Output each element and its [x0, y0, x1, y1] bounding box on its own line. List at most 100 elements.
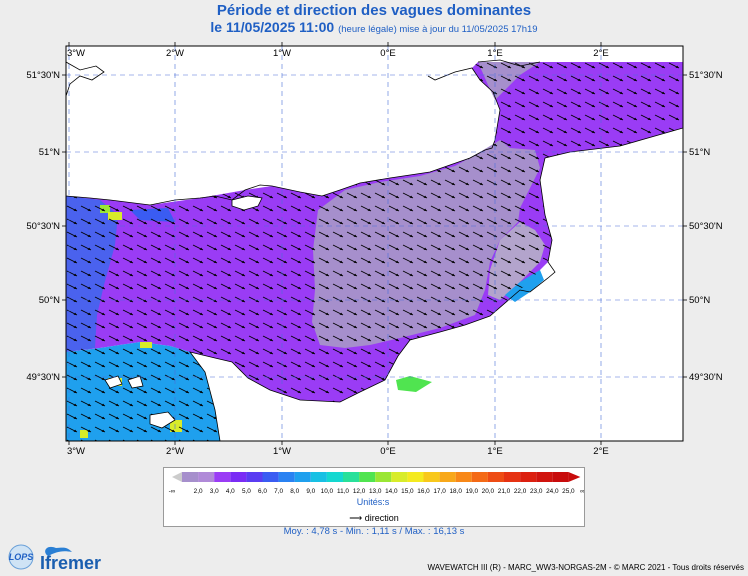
lat-label-left-2: 50°30'N	[26, 221, 60, 232]
color-swatch	[182, 472, 199, 482]
lon-label-bottom-4: 1°E	[487, 446, 502, 457]
english-coast	[66, 67, 501, 206]
color-swatch	[310, 472, 327, 482]
copyright-footer: WAVEWATCH III (R) - MARC_WW3-NORGAS-2M -…	[427, 563, 744, 572]
color-scale-tick-label: 25,0	[562, 488, 575, 495]
lat-label-left-0: 51°30'N	[26, 70, 60, 81]
color-scale-tick-label: 14,0	[385, 488, 398, 495]
color-scale-tick-label: 15,0	[401, 488, 414, 495]
color-swatch	[487, 472, 504, 482]
thames-coast	[477, 59, 541, 67]
lat-label-right-1: 51°N	[689, 147, 710, 158]
color-swatch	[471, 472, 488, 482]
color-scale-min-label: -∞	[169, 488, 176, 495]
graticule	[66, 46, 683, 441]
devon-headland	[66, 61, 105, 97]
color-scale-tick-label: 6,0	[258, 488, 267, 495]
color-scale-tick-label: 19,0	[466, 488, 479, 495]
color-scale-tick-label: 3,0	[210, 488, 219, 495]
direction-label: direction	[364, 513, 399, 523]
lat-label-right-2: 50°30'N	[689, 221, 723, 232]
statistics: Moy. : 4,78 s - Min. : 1,11 s / Max. : 1…	[283, 526, 465, 537]
color-scale-tick-label: 18,0	[449, 488, 462, 495]
color-swatch	[536, 472, 553, 482]
color-swatch	[391, 472, 408, 482]
color-scale-tick-label: 16,0	[417, 488, 430, 495]
color-scale-tick-label: 24,0	[546, 488, 559, 495]
color-swatch	[455, 472, 472, 482]
lon-label-bottom-1: 2°W	[166, 446, 184, 457]
lon-label-top-2: 1°W	[273, 48, 291, 59]
color-swatch	[246, 472, 263, 482]
lat-label-right-4: 49°30'N	[689, 372, 723, 383]
lat-label-left-3: 50°N	[39, 295, 60, 306]
color-scale-min-arrow	[172, 472, 182, 482]
color-scale-tick-label: 9,0	[306, 488, 315, 495]
direction-arrow-icon: ⟶	[349, 513, 363, 523]
color-scale-tick-label: 20,0	[482, 488, 495, 495]
color-swatch	[359, 472, 376, 482]
color-scale-max-label: ∞	[580, 488, 584, 495]
color-swatch	[278, 472, 295, 482]
lon-label-top-1: 2°W	[166, 48, 184, 59]
map-subtitle: le 11/05/2025 11:00 (heure légale) mise …	[0, 19, 748, 35]
color-swatch	[214, 472, 231, 482]
ifremer-logo: Ifremer	[40, 546, 101, 572]
color-scale-swatches	[172, 472, 581, 482]
lops-logo-text: LOPS	[9, 552, 34, 562]
lat-label-right-0: 51°30'N	[689, 70, 723, 81]
color-swatch	[552, 472, 569, 482]
color-swatch	[407, 472, 424, 482]
period-patch-green-2	[396, 376, 432, 392]
color-scale-tick-label: 5,0	[242, 488, 251, 495]
color-scale-tick-label: 10,0	[321, 488, 334, 495]
color-swatch	[343, 472, 360, 482]
lon-label-top-0: 3°W	[67, 48, 85, 59]
ifremer-wave-icon	[45, 546, 72, 556]
color-swatch	[262, 472, 279, 482]
color-swatch	[439, 472, 456, 482]
channel-island-3	[127, 375, 144, 389]
lat-label-left-1: 51°N	[39, 147, 60, 158]
color-scale-tick-label: 21,0	[498, 488, 511, 495]
color-scale-tick-label: 13,0	[369, 488, 382, 495]
color-swatch	[375, 472, 392, 482]
french-coast	[189, 127, 683, 441]
color-scale-tick-label: 23,0	[530, 488, 543, 495]
color-scale: -∞ 2,0 3,0 4,0 5,0 6,0 7,0 8,0 9,0 10,0 11,0 12,0 13…	[169, 472, 585, 495]
legend-panel: -∞ 2,0 3,0 4,0 5,0 6,0 7,0 8,0 9,0 10,0 11,0 12,0 13…	[163, 467, 585, 527]
color-swatch	[198, 472, 215, 482]
color-scale-labels: -∞ 2,0 3,0 4,0 5,0 6,0 7,0 8,0 9,0 10,0 11,0 12,0 13…	[169, 488, 585, 495]
lon-label-bottom-2: 1°W	[273, 446, 291, 457]
lat-label-left-4: 49°30'N	[26, 372, 60, 383]
color-scale-tick-label: 12,0	[353, 488, 366, 495]
color-swatch	[504, 472, 521, 482]
color-scale-tick-label: 17,0	[433, 488, 446, 495]
color-swatch	[423, 472, 440, 482]
units-label: Unités:s	[356, 497, 390, 507]
channel-island-2	[149, 411, 176, 429]
axis-ticks	[62, 42, 687, 445]
ifremer-logo-text: Ifremer	[40, 553, 101, 572]
lon-label-top-4: 1°E	[487, 48, 502, 59]
lops-logo: LOPS	[8, 544, 34, 570]
direction-key: ⟶ direction	[0, 513, 748, 524]
isle-of-wight	[231, 195, 263, 211]
lat-label-right-3: 50°N	[689, 295, 710, 306]
map-date: le 11/05/2025 11:00	[210, 19, 335, 35]
color-swatch	[326, 472, 343, 482]
color-scale-tick-label: 2,0	[194, 488, 203, 495]
color-scale-max-arrow	[568, 472, 581, 482]
color-scale-tick-label: 4,0	[226, 488, 235, 495]
map-frame	[65, 45, 684, 442]
color-scale-tick-label: 7,0	[274, 488, 283, 495]
lon-label-top-3: 0°E	[380, 48, 395, 59]
update-note: (heure légale) mise à jour du 11/05/2025…	[338, 24, 538, 35]
color-scale-tick-label: 8,0	[290, 488, 299, 495]
lon-label-bottom-3: 0°E	[380, 446, 395, 457]
map-title: Période et direction des vagues dominant…	[216, 2, 532, 19]
channel-island-1	[104, 375, 123, 389]
lon-label-top-5: 2°E	[593, 48, 608, 59]
color-swatch	[230, 472, 247, 482]
